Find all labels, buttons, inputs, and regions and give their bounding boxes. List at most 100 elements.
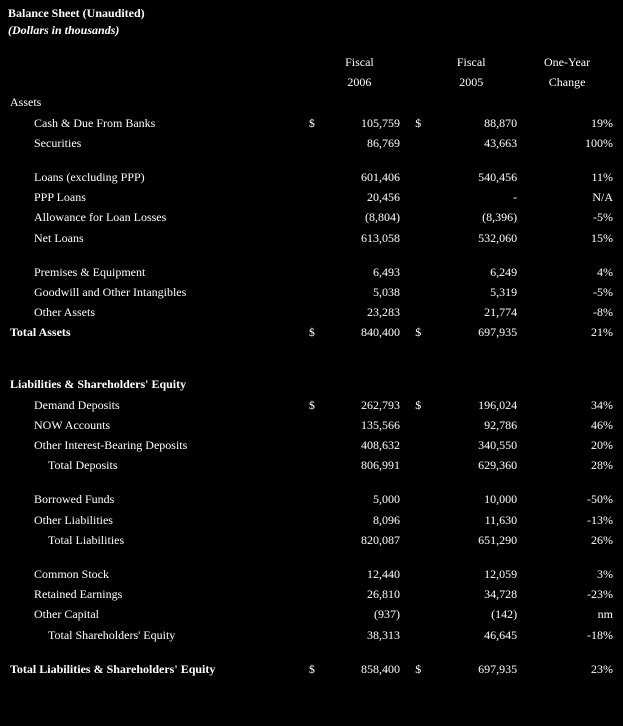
currency-symbol (402, 435, 423, 455)
currency-symbol (296, 133, 317, 153)
currency-symbol (402, 510, 423, 530)
value-2005: 34,728 (423, 584, 519, 604)
currency-symbol: $ (296, 659, 317, 679)
value-2005: - (423, 187, 519, 207)
value-2005: (142) (423, 604, 519, 624)
row-label: Liabilities & Shareholders' Equity (8, 374, 296, 394)
currency-symbol (402, 455, 423, 475)
value-change: -5% (519, 282, 615, 302)
currency-symbol (402, 489, 423, 509)
currency-symbol (402, 133, 423, 153)
value-2005: 340,550 (423, 435, 519, 455)
row-label: Total Deposits (8, 455, 296, 475)
table-row: Other Liabilities8,09611,630-13% (8, 510, 615, 530)
currency-symbol (296, 228, 317, 248)
table-row: Premises & Equipment6,4936,2494% (8, 262, 615, 282)
currency-symbol (296, 604, 317, 624)
section-assets: Assets (8, 92, 615, 112)
header-row-2: 2006 2005 Change (8, 72, 615, 92)
sheet-subtitle: (Dollars in thousands) (8, 23, 615, 38)
row-label: Total Shareholders' Equity (8, 625, 296, 645)
value-2005: 10,000 (423, 489, 519, 509)
value-2005: 46,645 (423, 625, 519, 645)
table-row: Total Liabilities820,087651,29026% (8, 530, 615, 550)
table-row: Demand Deposits$262,793$196,02434% (8, 395, 615, 415)
table-row: Allowance for Loan Losses(8,804)(8,396)-… (8, 207, 615, 227)
balance-sheet-table: Fiscal Fiscal One-Year 2006 2005 Change … (8, 52, 615, 679)
table-row: Cash & Due From Banks$105,759$88,87019% (8, 113, 615, 133)
value-2005: 6,249 (423, 262, 519, 282)
table-row: Total Deposits806,991629,36028% (8, 455, 615, 475)
currency-symbol (402, 207, 423, 227)
row-label: Net Loans (8, 228, 296, 248)
currency-symbol (296, 530, 317, 550)
value-2006: 806,991 (317, 455, 402, 475)
table-row: Other Capital(937)(142)nm (8, 604, 615, 624)
currency-symbol: $ (402, 659, 423, 679)
value-2005: (8,396) (423, 207, 519, 227)
value-change: 23% (519, 659, 615, 679)
value-2005: 21,774 (423, 302, 519, 322)
value-2005: 92,786 (423, 415, 519, 435)
currency-symbol (402, 564, 423, 584)
table-row: Net Loans613,058532,06015% (8, 228, 615, 248)
value-2006: 262,793 (317, 395, 402, 415)
currency-symbol (402, 584, 423, 604)
table-row: Borrowed Funds5,00010,000-50% (8, 489, 615, 509)
currency-symbol (402, 415, 423, 435)
value-change: 46% (519, 415, 615, 435)
header-fiscal-2006-b: 2006 (317, 72, 402, 92)
row-label: Securities (8, 133, 296, 153)
row-label: Cash & Due From Banks (8, 113, 296, 133)
table-row: Common Stock12,44012,0593% (8, 564, 615, 584)
currency-symbol (296, 625, 317, 645)
currency-symbol (402, 625, 423, 645)
currency-symbol (296, 489, 317, 509)
table-row: Loans (excluding PPP)601,406540,45611% (8, 167, 615, 187)
value-2005: 697,935 (423, 659, 519, 679)
value-2005: 697,935 (423, 322, 519, 342)
value-change: 4% (519, 262, 615, 282)
currency-symbol (296, 207, 317, 227)
value-2005: 5,319 (423, 282, 519, 302)
value-2006: 38,313 (317, 625, 402, 645)
value-2005: 540,456 (423, 167, 519, 187)
value-2005 (423, 374, 519, 394)
currency-symbol (296, 510, 317, 530)
value-2006: 858,400 (317, 659, 402, 679)
row-label: Demand Deposits (8, 395, 296, 415)
row-label: Loans (excluding PPP) (8, 167, 296, 187)
currency-symbol (296, 415, 317, 435)
value-2005: 43,663 (423, 133, 519, 153)
header-fiscal-2005-b: 2005 (423, 72, 519, 92)
value-2006: 820,087 (317, 530, 402, 550)
currency-symbol (296, 584, 317, 604)
row-label: PPP Loans (8, 187, 296, 207)
currency-symbol: $ (402, 322, 423, 342)
value-change: 26% (519, 530, 615, 550)
value-2006: 26,810 (317, 584, 402, 604)
value-2006: 601,406 (317, 167, 402, 187)
row-label: Common Stock (8, 564, 296, 584)
value-change: 20% (519, 435, 615, 455)
value-2006: 105,759 (317, 113, 402, 133)
currency-symbol (296, 564, 317, 584)
table-row: PPP Loans20,456-N/A (8, 187, 615, 207)
table-row (8, 342, 615, 374)
currency-symbol (296, 282, 317, 302)
value-change: 100% (519, 133, 615, 153)
value-2006: 613,058 (317, 228, 402, 248)
value-change: 3% (519, 564, 615, 584)
table-row (8, 550, 615, 564)
table-row: Securities86,76943,663100% (8, 133, 615, 153)
value-2006 (317, 374, 402, 394)
table-row: NOW Accounts135,56692,78646% (8, 415, 615, 435)
table-row (8, 248, 615, 262)
currency-symbol (402, 302, 423, 322)
value-2005: 88,870 (423, 113, 519, 133)
value-2005: 532,060 (423, 228, 519, 248)
value-2006: 135,566 (317, 415, 402, 435)
value-2005: 12,059 (423, 564, 519, 584)
row-label: Other Interest-Bearing Deposits (8, 435, 296, 455)
row-label: Borrowed Funds (8, 489, 296, 509)
